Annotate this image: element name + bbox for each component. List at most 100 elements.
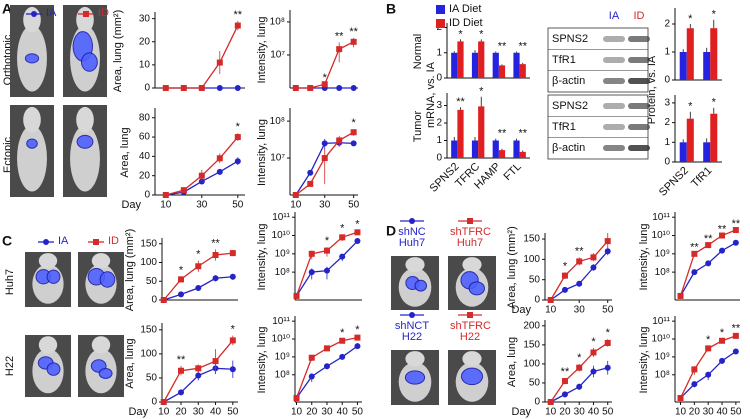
marker [180, 187, 187, 194]
y-tick-label: 20 [139, 170, 151, 181]
mouse-head [91, 253, 111, 269]
y-tick-label: 10⁸ [275, 369, 290, 380]
significance-label: * [355, 324, 360, 336]
marker [160, 297, 167, 303]
signal-blob [26, 138, 38, 149]
significance-label: * [479, 86, 484, 98]
x-tick-label: 40 [716, 407, 728, 418]
marker [321, 155, 328, 162]
marker [719, 247, 726, 254]
marker [705, 242, 712, 249]
bar [492, 140, 499, 158]
mouse-head [23, 106, 41, 133]
marker [195, 372, 202, 379]
significance-label: ** [335, 30, 344, 42]
marker [467, 312, 473, 318]
mouse-head [462, 257, 482, 273]
marker [719, 357, 726, 364]
panel-letter: C [2, 233, 12, 249]
marker [216, 168, 223, 175]
marker [719, 232, 726, 239]
x-tick-label: 50 [602, 407, 614, 418]
x-tick-label: 10 [545, 305, 557, 316]
y-tick-label: 50 [529, 378, 541, 389]
y-tick-label: 100 [140, 349, 157, 360]
x-tick-label: 20 [175, 407, 187, 418]
marker [604, 364, 611, 371]
blot-band [603, 103, 625, 109]
marker [409, 218, 415, 224]
marker [604, 248, 611, 255]
bar [679, 142, 687, 162]
y-tick-label: 0 [436, 153, 442, 164]
y-tick-label: 50 [146, 373, 158, 384]
significance-label: * [479, 28, 484, 40]
y-tick-label: 150 [523, 339, 540, 350]
mouse-body [17, 125, 47, 192]
bar [686, 28, 694, 80]
marker [307, 85, 314, 91]
marker [336, 46, 343, 53]
blot-column-label: IA [609, 10, 620, 22]
marker [323, 247, 330, 254]
marker [234, 158, 241, 165]
legend-label: ID [98, 7, 109, 19]
panel-letter: D [386, 223, 396, 239]
blot-band [603, 57, 625, 63]
blot-band [628, 145, 650, 151]
bar [498, 65, 506, 78]
marker [292, 192, 299, 198]
blot-row-label: SPNS2 [552, 33, 588, 45]
blot-row-label: β-actin [552, 142, 585, 154]
significance-label: ** [561, 366, 570, 378]
marker [216, 59, 223, 66]
marker [195, 365, 202, 372]
y-tick-label: 10⁸ [270, 116, 285, 127]
y-axis-label: Intensity, lung [256, 326, 268, 393]
marker [350, 38, 357, 45]
bar [519, 64, 526, 78]
x-tick-label: 30 [574, 407, 586, 418]
significance-label: * [340, 327, 345, 339]
series-line [165, 136, 239, 196]
significance-label: ** [211, 237, 220, 249]
marker [705, 345, 712, 352]
significance-label: ** [690, 242, 699, 254]
marker [216, 155, 223, 162]
marker [323, 363, 330, 370]
marker [198, 172, 205, 179]
marker [732, 332, 739, 339]
blot-column-label: ID [634, 10, 645, 22]
y-axis-label: Intensity, lung [256, 119, 268, 186]
x-tick-label: 10 [545, 407, 557, 418]
significance-label: * [712, 9, 717, 21]
significance-label: ** [498, 40, 507, 52]
y-tick-label: 10⁹ [655, 352, 670, 363]
marker [212, 275, 219, 282]
x-tick-label: 10 [675, 407, 687, 418]
marker [409, 312, 415, 318]
blot-band [603, 124, 625, 130]
x-tick-label: 30 [703, 407, 715, 418]
marker [292, 85, 299, 91]
mouse-head [462, 351, 482, 367]
signal-blob [76, 134, 94, 149]
x-tick-label: 50 [352, 407, 364, 418]
x-tick-label: 10 [290, 200, 302, 211]
mouse-head [91, 336, 111, 354]
marker [178, 389, 184, 396]
bar [498, 150, 506, 158]
marker [160, 399, 167, 405]
y-tick-label: 0 [144, 190, 150, 201]
mouse-head [405, 351, 425, 367]
marker [732, 348, 739, 355]
blot-band [628, 124, 650, 130]
y-tick-label: 0 [151, 397, 157, 408]
significance-label: * [323, 72, 328, 84]
blot-row-label: SPNS2 [552, 100, 588, 112]
marker [308, 354, 315, 361]
significance-label: ** [575, 245, 584, 257]
y-tick-label: 2 [664, 19, 670, 30]
y-axis-label: Intensity, lung [256, 16, 268, 83]
